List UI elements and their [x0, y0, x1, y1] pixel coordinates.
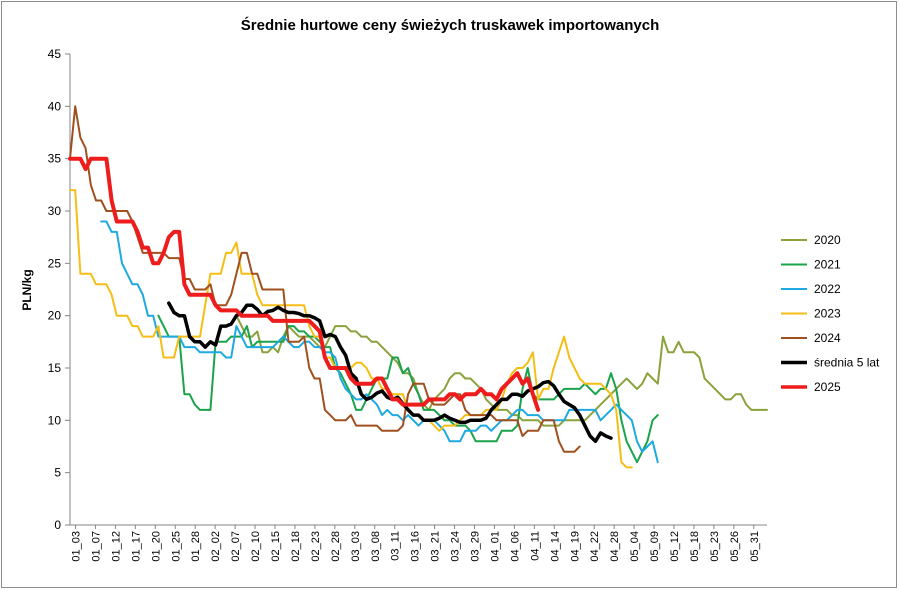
x-tick-label: 01_25: [170, 531, 182, 562]
x-tick-label: 05_31: [749, 531, 761, 562]
x-tick-label: 02_23: [310, 531, 322, 562]
y-tick-label: 45: [48, 47, 62, 61]
legend-label-2020: 2020: [814, 233, 841, 247]
x-tick-label: 02_18: [290, 531, 302, 562]
legend-label-2021: 2021: [814, 258, 841, 272]
x-tick-label: 01_03: [71, 531, 83, 562]
y-tick-label: 35: [48, 152, 62, 166]
x-tick-label: 05_04: [629, 531, 641, 562]
x-tick-label: 03_16: [410, 531, 422, 562]
y-tick-label: 30: [48, 204, 62, 218]
series-line-2024: [69, 105, 581, 453]
x-tick-label: 03_11: [390, 531, 402, 561]
x-tick-label: 04_19: [569, 531, 581, 562]
x-tick-label: 04_22: [589, 531, 601, 562]
legend-label-2024: 2024: [814, 331, 841, 345]
legend-label--rednia-5-lat: średnia 5 lat: [814, 356, 880, 370]
x-tick-label: 04_14: [549, 531, 561, 562]
x-tick-label: 01_17: [130, 531, 142, 562]
y-tick-label: 15: [48, 361, 62, 375]
y-tick-label: 5: [54, 466, 61, 480]
x-tick-label: 02_02: [210, 531, 222, 562]
x-tick-label: 01_28: [190, 531, 202, 562]
x-tick-label: 04_01: [489, 531, 501, 562]
y-tick-label: 20: [48, 309, 62, 323]
y-tick-label: 0: [54, 518, 61, 532]
x-tick-label: 02_15: [270, 531, 282, 562]
x-tick-label: 01_07: [90, 531, 102, 562]
x-tick-label: 03_08: [370, 531, 382, 562]
plot-area: 0 5 10 15 20 25 30 35 40 45 01_03 01_07 01_12 01_17 01…: [48, 47, 767, 562]
x-tick-label: 05_18: [689, 531, 701, 562]
x-tick-label: 05_23: [709, 531, 721, 562]
x-tick-label: 04_11: [529, 531, 541, 561]
x-tick-label: 02_07: [230, 531, 242, 562]
series-group: [68, 105, 768, 469]
x-tick-label: 05_26: [729, 531, 741, 562]
x-tick-label: 03_21: [430, 531, 442, 562]
x-tick-label: 01_12: [110, 531, 122, 562]
x-tick-label: 03_24: [450, 531, 462, 562]
legend-label-2022: 2022: [814, 282, 841, 296]
x-tick-label: 05_12: [669, 531, 681, 562]
y-tick-label: 10: [48, 413, 62, 427]
series-line-2022: [100, 220, 659, 464]
series-line-2021: [157, 314, 659, 464]
y-tick-label: 40: [48, 99, 62, 113]
x-tick-label: 04_06: [509, 531, 521, 562]
x-tick-label: 04_28: [609, 531, 621, 562]
x-tick-label: 02_10: [250, 531, 262, 562]
legend-label-2023: 2023: [814, 307, 841, 321]
x-tick-label: 02_28: [330, 531, 342, 562]
x-tick-label: 05_09: [649, 531, 661, 562]
legend-label-2025: 2025: [814, 380, 841, 394]
y-tick-label: 25: [48, 256, 62, 270]
y-axis-label: PLN/kg: [20, 269, 34, 310]
x-tick-label: 03_29: [470, 531, 482, 562]
series-line-2025: [68, 156, 541, 412]
legend: 2020 2021 2022 2023 2024 średnia 5 lat 2025: [781, 233, 880, 394]
x-tick-label: 03_03: [350, 531, 362, 562]
x-tick-label: 01_20: [150, 531, 162, 562]
series-line-2020: [235, 314, 768, 427]
chart-title: Średnie hurtowe ceny świeżych truskawek …: [241, 16, 659, 34]
